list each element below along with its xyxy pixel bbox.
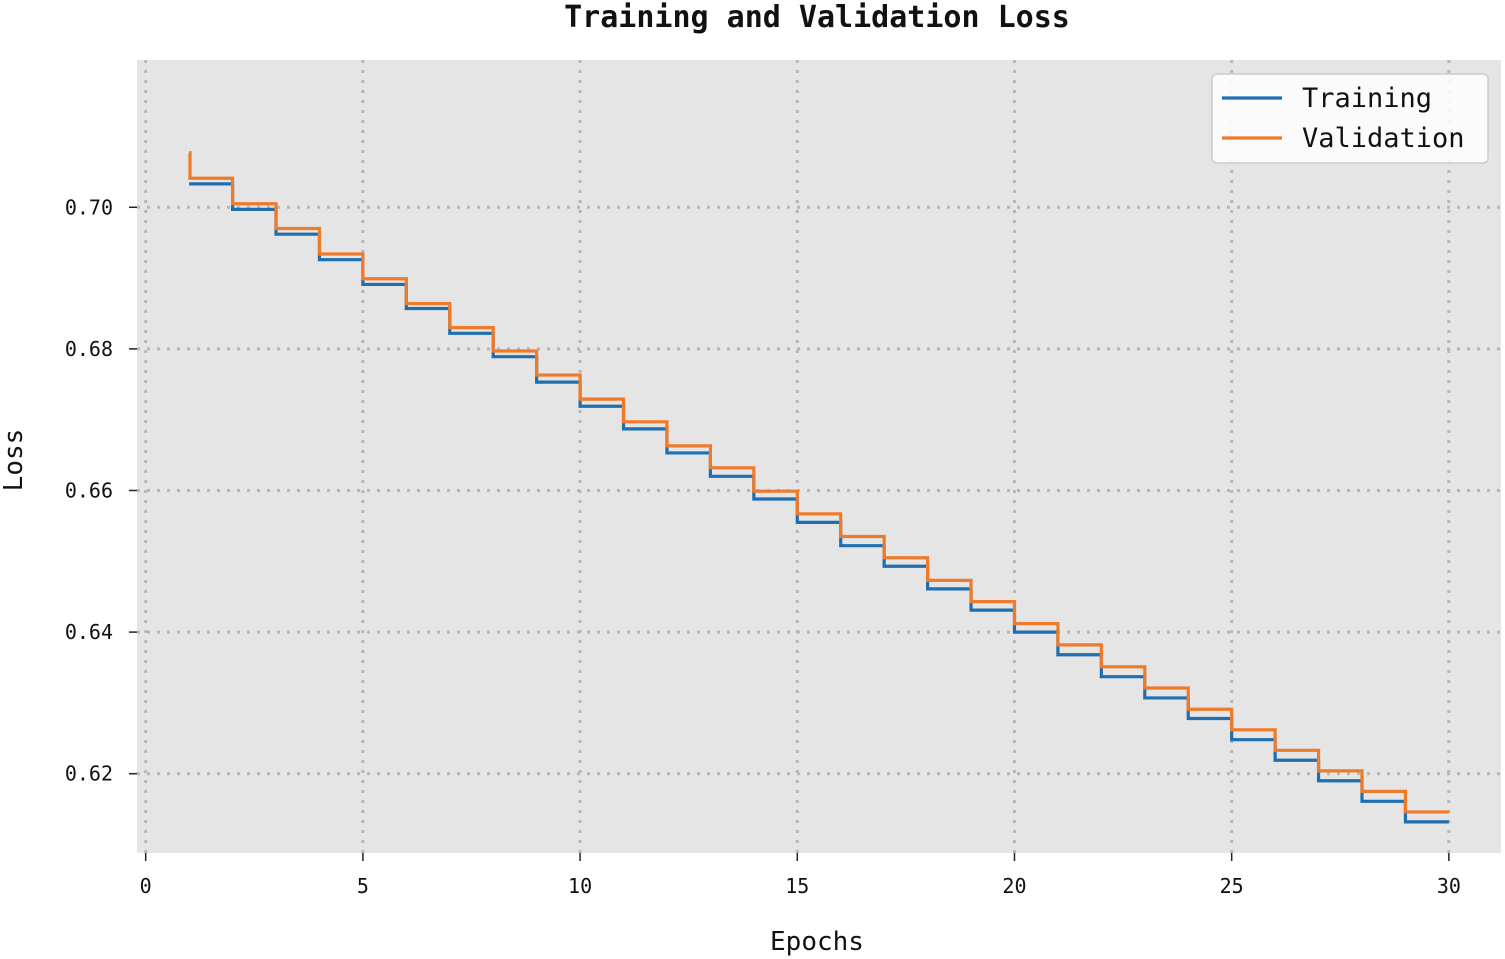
y-tick-label: 0.70 (65, 195, 113, 219)
axes: 0 5 10 15 20 25 30 0.62 0.64 0.66 0.68 0.70 (65, 195, 1461, 898)
y-tick-label: 0.68 (65, 337, 113, 361)
x-tick-label: 25 (1220, 874, 1244, 898)
y-tick-label: 0.66 (65, 478, 113, 502)
x-tick-label: 20 (1002, 874, 1026, 898)
grid-lines (137, 60, 1501, 853)
y-tick-label: 0.64 (65, 620, 113, 644)
y-tick-label: 0.62 (65, 762, 113, 786)
plot-area (137, 60, 1501, 853)
legend: Training Validation (1211, 73, 1489, 164)
chart-title: Training and Validation Loss (564, 0, 1070, 35)
x-axis-label: Epochs (770, 927, 864, 957)
x-tick-label: 5 (357, 874, 369, 898)
series-layer (188, 151, 1449, 824)
x-tick-label: 30 (1437, 874, 1461, 898)
x-tick-label: 15 (785, 874, 809, 898)
x-tick-label: 10 (568, 874, 592, 898)
legend-label-validation: Validation (1302, 123, 1465, 154)
legend-box (1211, 73, 1489, 164)
x-tick-label: 0 (140, 874, 152, 898)
legend-label-training: Training (1302, 83, 1432, 114)
series-line-validation (188, 151, 1449, 814)
y-axis-label: Loss (0, 429, 29, 492)
